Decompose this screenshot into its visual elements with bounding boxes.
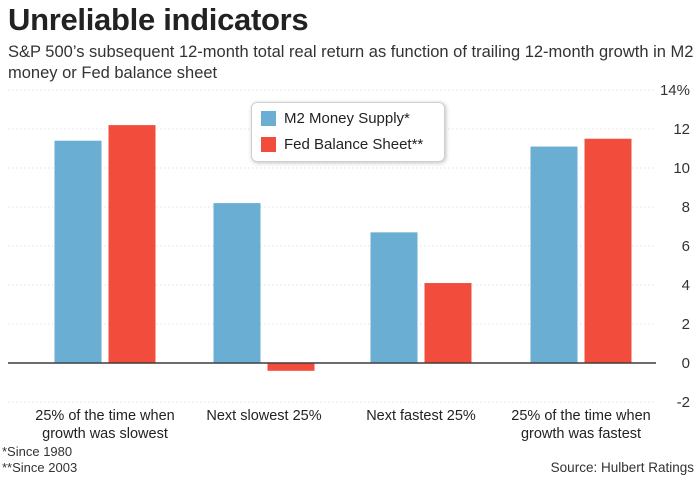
y-tick-label: 4: [682, 277, 690, 294]
bar-fed-1: [267, 363, 315, 371]
category-label-line: Next slowest 25%: [206, 408, 322, 424]
y-tick-label: 8: [682, 199, 690, 216]
category-label-line: growth was slowest: [42, 426, 168, 442]
category-label-1: Next slowest 25%: [174, 407, 354, 425]
legend-label-fed: Fed Balance Sheet**: [284, 136, 424, 153]
bar-fed-3: [584, 138, 632, 363]
bar-m2-3: [530, 146, 578, 363]
y-tick-label: 2: [682, 316, 690, 333]
y-tick-label: 6: [682, 238, 690, 255]
chart-subtitle: S&P 500’s subsequent 12-month total real…: [8, 43, 694, 82]
legend-swatch-m2: [261, 111, 276, 126]
chart-title: Unreliable indicators: [8, 2, 309, 37]
category-label-line: 25% of the time when: [35, 408, 175, 424]
bar-fed-2: [424, 283, 472, 363]
bar-m2-0: [54, 140, 102, 363]
y-tick-label: 12: [673, 121, 690, 138]
category-label-line: growth was fastest: [520, 426, 642, 442]
legend-swatch-fed: [261, 137, 276, 152]
footnote-fed: **Since 2003: [2, 460, 78, 475]
y-tick-label: -2: [677, 394, 690, 411]
bar-m2-1: [213, 203, 261, 363]
y-tick-label: 10: [673, 160, 690, 177]
footnotes: *Since 1980 **Since 2003: [2, 444, 77, 476]
category-label-line: Next fastest 25%: [366, 408, 476, 424]
source-credit: Source: Hulbert Ratings: [550, 460, 694, 475]
y-tick-label: 0: [682, 355, 690, 372]
footnote-m2: *Since 1980: [2, 444, 73, 459]
category-label-line: 25% of the time when: [511, 408, 651, 424]
chart-legend: M2 Money Supply* Fed Balance Sheet**: [251, 102, 445, 162]
legend-item-m2: M2 Money Supply*: [261, 110, 410, 127]
category-label-3: 25% of the time when growth was fastest: [491, 407, 671, 443]
y-tick-label: 14%: [660, 82, 690, 99]
bar-m2-2: [370, 232, 418, 363]
legend-label-m2: M2 Money Supply*: [284, 110, 410, 127]
bar-fed-0: [108, 125, 156, 363]
category-label-0: 25% of the time when growth was slowest: [15, 407, 195, 443]
category-label-2: Next fastest 25%: [331, 407, 511, 425]
legend-item-fed: Fed Balance Sheet**: [261, 136, 423, 153]
